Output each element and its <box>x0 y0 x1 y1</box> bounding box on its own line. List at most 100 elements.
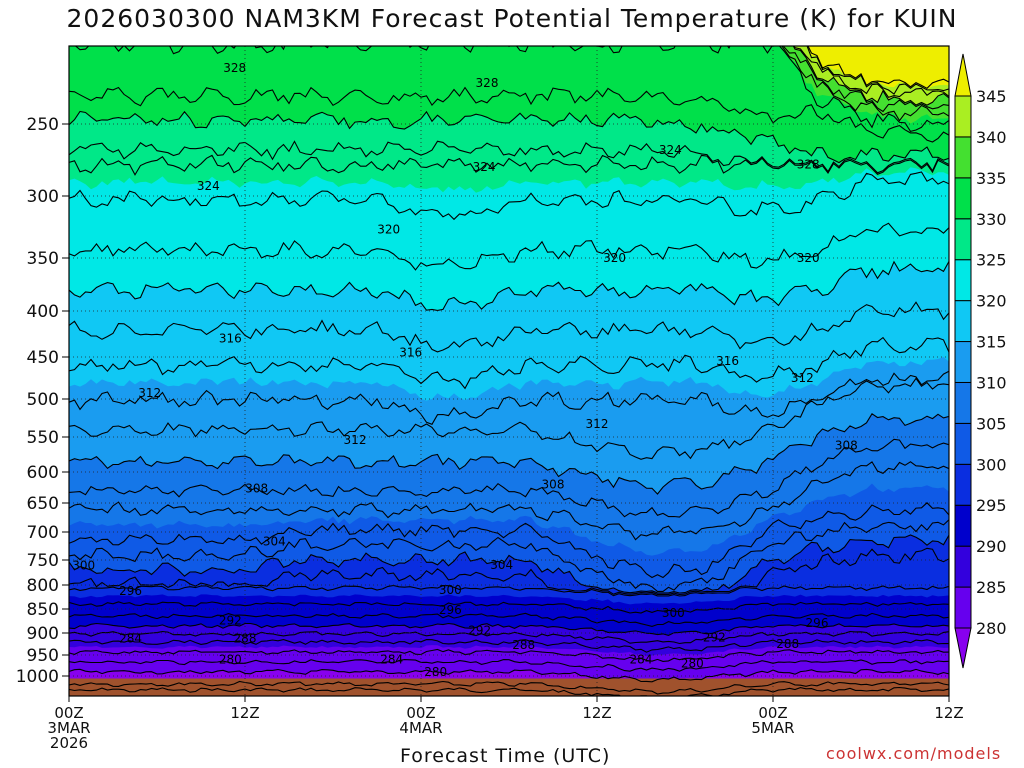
contour-line-340 <box>792 46 949 106</box>
colorbar-label: 285 <box>976 578 1007 597</box>
colorbar-segment <box>954 381 972 424</box>
colorbar-label: 315 <box>976 333 1007 352</box>
colorbar-segment <box>954 136 972 179</box>
colorbar-segment <box>954 218 972 261</box>
contour-line-layer <box>69 46 949 696</box>
contour-line-336 <box>781 46 949 122</box>
colorbar-label: 290 <box>976 537 1007 556</box>
y-tick-label: 800 <box>27 576 59 596</box>
x-tick-label: 5MAR <box>751 719 794 737</box>
contour-line-276 <box>69 686 949 696</box>
contour-label: 328 <box>797 157 820 171</box>
contour-label: 324 <box>197 179 220 193</box>
contour-label: 304 <box>490 558 513 572</box>
colorbar-label: 320 <box>976 292 1007 311</box>
contour-line-296 <box>69 584 949 597</box>
y-tick-label: 750 <box>27 551 59 571</box>
contour-label: 280 <box>219 653 242 667</box>
colorbar-upper-arrow <box>954 53 972 97</box>
y-tick-label: 250 <box>27 115 59 135</box>
contour-line-312 <box>69 377 949 460</box>
y-tick-label: 300 <box>27 187 59 207</box>
contour-line-280 <box>69 668 949 683</box>
contour-line-338 <box>782 46 949 113</box>
plot-frame <box>68 45 950 697</box>
y-tick-label: 650 <box>27 494 59 514</box>
contour-line-326 <box>69 154 949 176</box>
x-tick-label: 3MAR <box>47 719 90 737</box>
x-axis-title: Forecast Time (UTC) <box>400 745 611 767</box>
contour-line-286 <box>69 639 949 653</box>
contour-label: 296 <box>119 584 142 598</box>
contour-label: 284 <box>630 653 653 667</box>
source-credit[interactable]: coolwx.com/models <box>826 744 1002 763</box>
colorbar-segment <box>954 463 972 506</box>
contour-label: 296 <box>806 616 829 630</box>
contour-label: 312 <box>138 386 161 400</box>
contour-line-292 <box>69 612 949 627</box>
colorbar-segment <box>954 259 972 302</box>
contour-label: 288 <box>512 638 535 652</box>
contour-label: 304 <box>263 535 286 549</box>
x-tick-label: 00Z <box>54 704 83 722</box>
contour-label: 288 <box>776 637 799 651</box>
colorbar-label: 305 <box>976 414 1007 433</box>
contour-fill-layer <box>69 46 949 696</box>
contour-label: 280 <box>681 656 704 670</box>
y-tick-label: 450 <box>27 348 59 368</box>
y-tick-label: 500 <box>27 390 59 410</box>
contour-line-302 <box>69 519 949 592</box>
contour-line-300 <box>69 534 949 594</box>
y-tick-label: 850 <box>27 600 59 620</box>
contour-label: 284 <box>380 653 403 667</box>
contour-label: 300 <box>439 583 462 597</box>
contour-line-324 <box>69 171 949 221</box>
colorbar-segment <box>954 177 972 220</box>
x-tick-label: 12Z <box>934 704 963 722</box>
contour-label: 324 <box>473 160 496 174</box>
contour-line-328 <box>69 140 949 174</box>
y-axis: 250 300 350 400 450 500 550 600 650 700 750 800 850 9… <box>16 115 69 687</box>
contour-line-298 <box>69 547 949 596</box>
contour-line-306 <box>69 461 949 541</box>
contour-label: 292 <box>703 630 726 644</box>
contour-label-layer: 328 328 328 324 324 324 320 320 320 316 316 316 312 3… <box>72 61 858 679</box>
contour-line-316 <box>69 336 949 390</box>
y-tick-label: 700 <box>27 523 59 543</box>
y-tick-label: 1000 <box>16 667 59 687</box>
contour-line-294 <box>69 601 949 614</box>
contour-label: 292 <box>468 624 491 638</box>
contour-label: 324 <box>659 143 682 157</box>
colorbar-segment <box>954 545 972 588</box>
contour-label: 316 <box>716 354 739 368</box>
colorbar-segment <box>954 341 972 383</box>
contour-label: 284 <box>119 631 142 645</box>
contour-line-290 <box>69 622 949 636</box>
colorbar-label: 330 <box>976 210 1007 229</box>
x-tick-label: 00Z <box>758 704 787 722</box>
x-tick-label: 12Z <box>582 704 611 722</box>
contour-line-330 <box>69 110 949 164</box>
colorbar-label: 345 <box>976 87 1007 106</box>
contour-line-284 <box>69 648 949 662</box>
contour-label: 328 <box>476 76 499 90</box>
grid-layer <box>68 46 950 696</box>
contour-label: 328 <box>223 61 246 75</box>
colorbar-label: 280 <box>976 619 1007 638</box>
colorbar-segment <box>954 586 972 629</box>
contour-label: 300 <box>72 559 95 573</box>
ground <box>69 678 949 696</box>
contour-line-332 <box>69 86 949 143</box>
y-tick-label: 900 <box>27 624 59 644</box>
contour-label: 308 <box>835 438 858 452</box>
contour-line-308 <box>69 438 949 518</box>
contour-label: 280 <box>424 665 447 679</box>
colorbar-label: 310 <box>976 373 1007 392</box>
contour-label: 312 <box>586 417 609 431</box>
colorbar-segment <box>954 95 972 138</box>
x-tick-label: 12Z <box>230 704 259 722</box>
contour-line-342 <box>793 46 949 98</box>
contour-label: 308 <box>542 477 565 491</box>
contour-label: 316 <box>219 332 242 346</box>
